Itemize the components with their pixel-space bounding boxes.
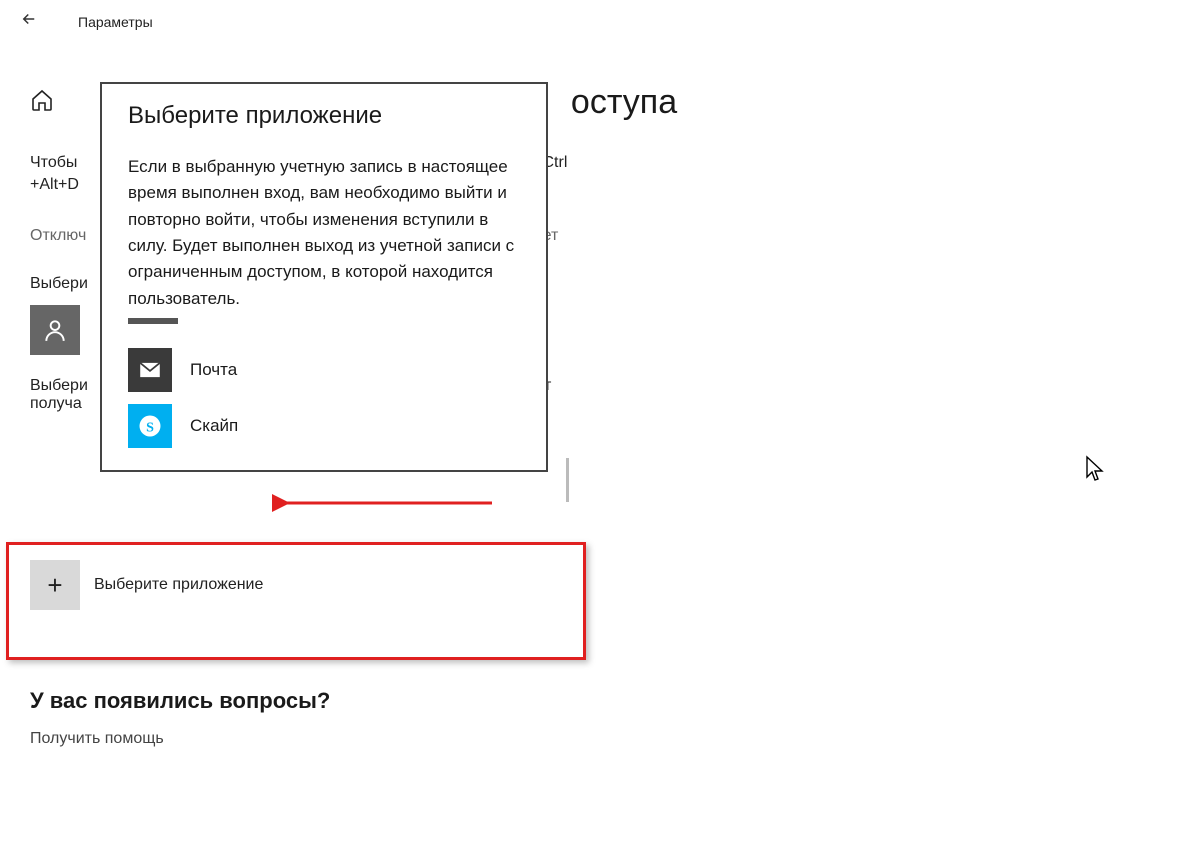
app-label: Скайп: [190, 416, 238, 436]
app-label: Почта: [190, 360, 237, 380]
user-icon: [42, 317, 68, 343]
app-item-skype[interactable]: S Скайп: [128, 398, 520, 454]
app-item-mail[interactable]: Почта: [128, 342, 520, 398]
scrollbar-stub: [566, 458, 569, 502]
dialog-body: Если в выбранную учетную запись в настоя…: [128, 154, 520, 312]
window-title: Параметры: [78, 14, 153, 30]
svg-text:S: S: [146, 420, 154, 435]
help-link[interactable]: Получить помощь: [30, 730, 164, 748]
user-tile[interactable]: [30, 305, 80, 355]
select-app-button[interactable]: + Выберите приложение: [30, 560, 263, 610]
home-icon[interactable]: [30, 88, 54, 118]
mail-icon: [128, 348, 172, 392]
select-app-label: Выберите приложение: [94, 576, 263, 594]
skype-icon: S: [128, 404, 172, 448]
dialog-divider: [128, 318, 178, 324]
back-arrow-icon[interactable]: [20, 10, 38, 33]
cursor-icon: [1085, 455, 1105, 483]
choose-app-dialog: Выберите приложение Если в выбранную уче…: [100, 82, 548, 472]
dialog-title: Выберите приложение: [128, 102, 520, 130]
plus-icon: +: [30, 560, 80, 610]
questions-heading: У вас появились вопросы?: [30, 688, 330, 714]
annotation-arrow: [272, 488, 502, 518]
titlebar: Параметры: [0, 0, 1200, 43]
